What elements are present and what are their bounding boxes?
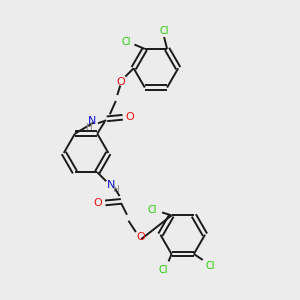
Text: O: O <box>136 232 145 242</box>
Text: Cl: Cl <box>121 37 131 46</box>
Text: O: O <box>125 112 134 122</box>
Text: N: N <box>107 180 115 190</box>
Text: O: O <box>116 76 125 87</box>
Text: H: H <box>112 185 118 194</box>
Text: H: H <box>85 123 92 132</box>
Text: N: N <box>88 116 96 126</box>
Text: Cl: Cl <box>159 26 169 35</box>
Text: Cl: Cl <box>159 266 168 275</box>
Text: O: O <box>93 199 102 208</box>
Text: Cl: Cl <box>147 205 157 215</box>
Text: Cl: Cl <box>206 261 215 271</box>
